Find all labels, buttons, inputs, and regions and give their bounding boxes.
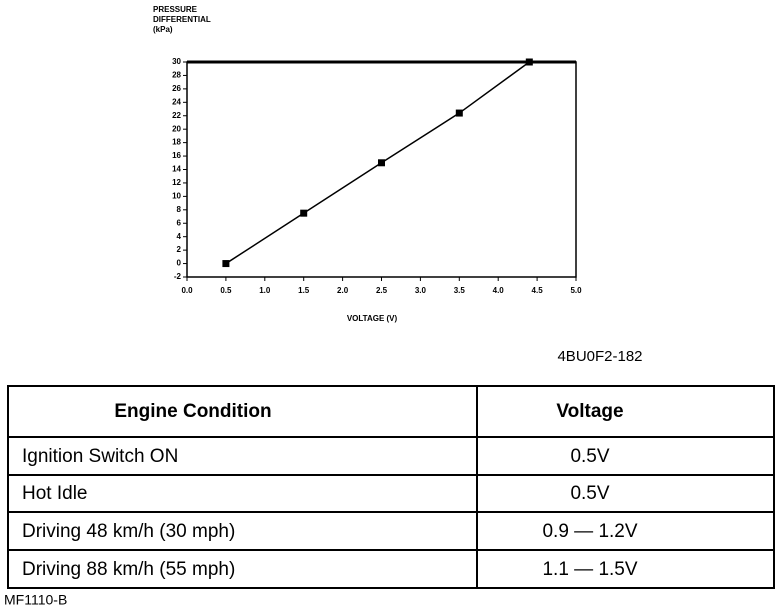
y-tick-label: 2: [177, 245, 182, 254]
y-tick-label: 8: [177, 205, 182, 214]
y-label: PRESSURE: [153, 5, 198, 14]
y-tick-label: 10: [172, 191, 181, 200]
table-cell: Driving 88 km/h (55 mph): [22, 559, 235, 580]
table-cell: Ignition Switch ON: [22, 446, 178, 467]
x-tick-label: 2.5: [376, 286, 388, 295]
table: [7, 385, 775, 589]
x-tick-label: 4.0: [493, 286, 505, 295]
y-label: (kPa): [153, 25, 173, 34]
point: [525, 58, 533, 66]
table-cell: 1.1 — 1.5V: [542, 559, 637, 580]
point: [455, 109, 463, 117]
table-border: [7, 385, 775, 589]
y-tick-label: 30: [172, 57, 181, 66]
table-header: Engine Condition: [114, 401, 271, 422]
y-tick-label: 22: [172, 111, 181, 120]
x-tick-label: 5.0: [570, 286, 582, 295]
y-tick-label: 24: [172, 97, 181, 106]
y-tick-label: 26: [172, 84, 181, 93]
x-tick-label: 0.5: [220, 286, 232, 295]
x-tick-label: 1.0: [259, 286, 271, 295]
table-cell: Hot Idle: [22, 483, 87, 504]
x-tick-label: 1.5: [298, 286, 310, 295]
plot-frame: [186, 61, 577, 278]
y-tick-label: 16: [172, 151, 181, 160]
point: [222, 260, 230, 268]
table-cell: 0.5V: [570, 483, 609, 504]
y-tick-label: 20: [172, 124, 181, 133]
line: [225, 61, 530, 265]
y-tick-label: 12: [172, 178, 181, 187]
point: [378, 159, 385, 167]
y-label: DIFFERENTIAL: [153, 15, 211, 24]
y-tick-label: 18: [172, 138, 181, 147]
x-tick-label: 3.0: [415, 286, 427, 295]
y-tick-label: 0: [177, 259, 182, 268]
x-tick-label: 2.0: [337, 286, 349, 295]
table-cell: 0.5V: [570, 446, 609, 467]
table-cell: 0.9 — 1.2V: [542, 521, 637, 542]
y-tick-label: 6: [177, 218, 182, 227]
x-tick-label: 0.0: [181, 286, 193, 295]
y-tick-label: -2: [174, 272, 182, 281]
y-tick-label: 14: [172, 165, 181, 174]
y-tick-label: 4: [177, 232, 182, 241]
table-cell: Driving 48 km/h (30 mph): [22, 521, 235, 542]
figure-code: 4BU0F2-182: [557, 348, 642, 365]
x-tick-label: 4.5: [532, 286, 544, 295]
x-label: VOLTAGE (V): [347, 314, 398, 323]
x-tick-label: 3.5: [454, 286, 466, 295]
footer: MF1110-B: [4, 592, 67, 608]
point: [300, 209, 308, 217]
table-header: Voltage: [556, 401, 623, 422]
y-tick-label: 28: [172, 71, 181, 80]
